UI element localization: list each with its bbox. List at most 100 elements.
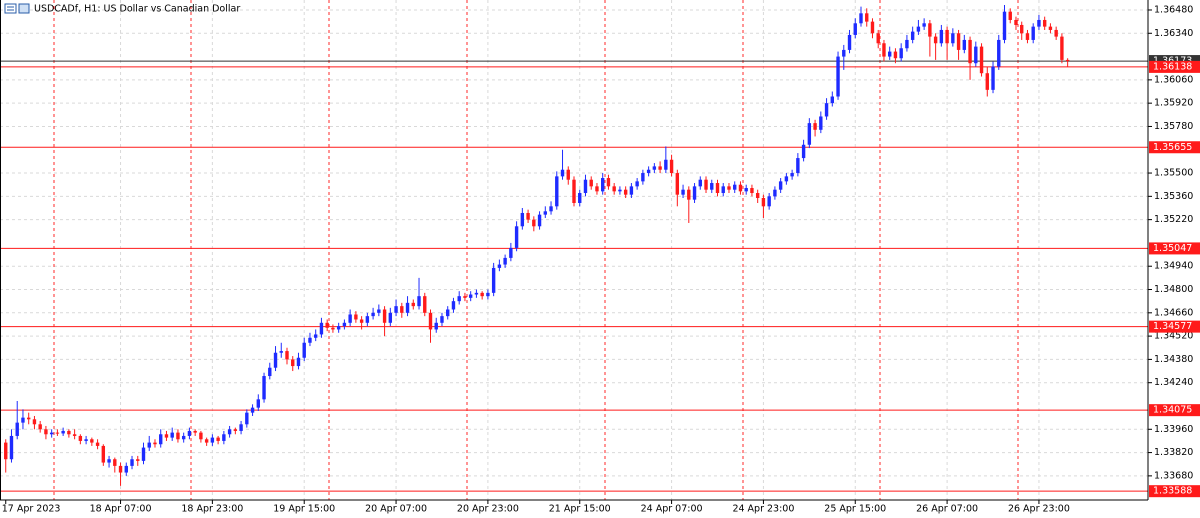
- candle-body: [1008, 11, 1012, 20]
- y-tick-label: 1.35920: [1154, 98, 1193, 109]
- candle-body: [497, 264, 502, 268]
- candle-body: [566, 169, 570, 180]
- level-label: 1.33588: [1153, 486, 1192, 497]
- candle-body: [463, 296, 467, 298]
- candle-body: [130, 459, 134, 466]
- x-tick-label: 17 Apr 2023: [2, 504, 61, 515]
- candle-body: [767, 196, 771, 207]
- candle-body: [446, 309, 450, 317]
- candle-body: [423, 296, 427, 313]
- candle-body: [417, 296, 421, 307]
- candle-body: [606, 178, 611, 187]
- candle-body: [451, 301, 456, 310]
- chart-title: USDCADf, H1: US Dollar vs Canadian Dolla…: [34, 4, 240, 15]
- candle-body: [572, 179, 576, 203]
- period-separators: [53, 0, 1019, 500]
- candle-body: [1025, 33, 1030, 40]
- candle-body: [801, 144, 806, 159]
- candle-body: [974, 46, 978, 64]
- y-tick-label: 1.34520: [1154, 331, 1193, 342]
- y-tick-label: 1.36480: [1154, 4, 1193, 15]
- candle-body: [193, 430, 197, 433]
- candle-body: [1020, 24, 1024, 34]
- candle-body: [755, 193, 760, 199]
- candle-body: [84, 439, 88, 441]
- candle-body: [664, 159, 668, 170]
- candle-body: [962, 39, 967, 50]
- candle-body: [164, 434, 169, 438]
- candle-body: [72, 434, 77, 436]
- candle-body: [268, 367, 272, 377]
- candle-body: [910, 31, 915, 40]
- candle-body: [784, 176, 789, 182]
- level-label: 1.36138: [1153, 61, 1192, 72]
- candle-body: [761, 198, 766, 207]
- x-tick-label: 24 Apr 07:00: [641, 504, 703, 515]
- candle-body: [176, 432, 180, 440]
- candle-body: [468, 294, 473, 298]
- candle-body: [107, 459, 111, 463]
- candle-body: [314, 334, 318, 338]
- candle-body: [457, 296, 461, 302]
- level-label-box: [1149, 60, 1200, 73]
- candle-body: [101, 445, 106, 463]
- candle-body: [113, 459, 117, 466]
- candle-body: [520, 212, 525, 227]
- y-tick-label: 1.34660: [1154, 307, 1193, 318]
- candle-body: [61, 430, 65, 434]
- candle-body: [842, 49, 846, 57]
- candle-body: [646, 169, 651, 174]
- y-tick-label: 1.33680: [1154, 470, 1193, 481]
- candle-body: [1031, 26, 1035, 40]
- candle-body: [348, 314, 352, 323]
- candle-body: [956, 33, 961, 50]
- candle-body: [623, 189, 628, 195]
- candle-body: [147, 442, 151, 448]
- y-tick-label: 1.35500: [1154, 168, 1193, 179]
- candle-body: [400, 306, 404, 313]
- y-tick-label: 1.33820: [1154, 447, 1193, 458]
- candle-body: [256, 399, 260, 408]
- candle-body: [227, 429, 232, 435]
- candle-body: [95, 442, 100, 446]
- candle-body: [285, 351, 289, 360]
- candle-body: [985, 73, 989, 90]
- candle-body: [204, 439, 209, 443]
- candle-body: [388, 312, 393, 323]
- candle-body: [1042, 19, 1047, 27]
- candle-body: [704, 179, 708, 190]
- candle-body: [1060, 36, 1064, 60]
- candle-body: [922, 23, 926, 27]
- candle-body: [888, 51, 892, 57]
- level-label: 1.35655: [1153, 142, 1192, 153]
- candle-body: [652, 166, 657, 170]
- candle-body: [612, 186, 616, 192]
- candle-body: [302, 342, 306, 358]
- candle-body: [899, 48, 903, 59]
- candle-body: [365, 316, 370, 323]
- candle-body: [55, 432, 60, 434]
- candle-body: [555, 176, 559, 207]
- y-tick-label: 1.34800: [1154, 284, 1193, 295]
- candle-body: [325, 322, 329, 328]
- candle-body: [526, 212, 530, 220]
- candle-body: [928, 23, 932, 37]
- chart-icon[interactable]: [18, 3, 30, 14]
- candle-body: [549, 206, 553, 212]
- y-tick-label: 1.33960: [1154, 424, 1193, 435]
- candle-body: [331, 327, 335, 330]
- candle-body: [38, 424, 42, 430]
- candle-body: [291, 359, 295, 367]
- candle-body: [1037, 19, 1041, 27]
- candle-body: [90, 439, 94, 443]
- candle-body: [509, 247, 513, 258]
- candle-body: [118, 465, 123, 473]
- candle-body: [997, 39, 1001, 67]
- candle-body: [9, 435, 14, 460]
- candle-body: [336, 326, 341, 330]
- x-tick-label: 18 Apr 23:00: [181, 504, 243, 515]
- candle-body: [308, 337, 312, 343]
- x-tick-label: 21 Apr 15:00: [549, 504, 611, 515]
- menu-icon[interactable]: [4, 3, 17, 14]
